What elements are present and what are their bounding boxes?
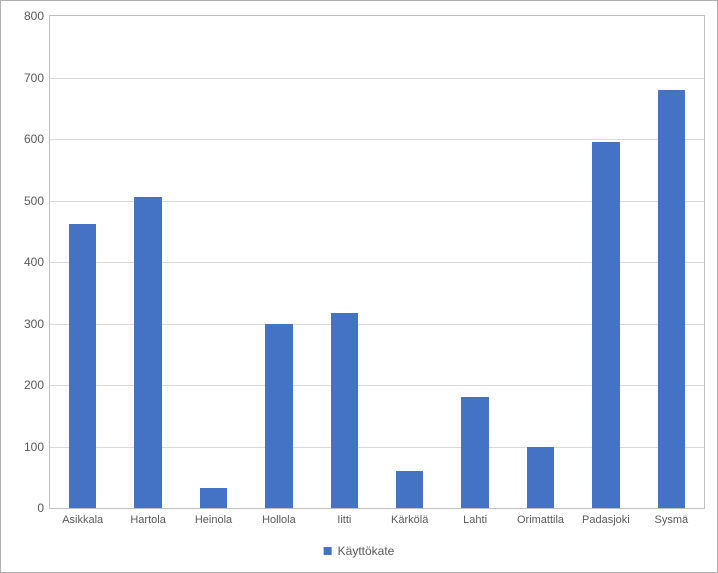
- ytick-label: 300: [24, 317, 50, 331]
- ytick-label: 0: [37, 501, 50, 515]
- bar: [69, 224, 96, 508]
- legend: Käyttökate: [324, 544, 395, 558]
- bar: [461, 397, 488, 508]
- ytick-label: 400: [24, 255, 50, 269]
- bar: [265, 324, 292, 509]
- bar: [200, 488, 227, 508]
- legend-swatch: [324, 547, 332, 555]
- ytick-label: 100: [24, 440, 50, 454]
- legend-label: Käyttökate: [338, 544, 395, 558]
- bar: [592, 142, 619, 508]
- xtick-label: Iitti: [337, 508, 351, 526]
- ytick-label: 200: [24, 378, 50, 392]
- bar: [658, 90, 685, 508]
- bar: [396, 471, 423, 509]
- gridline: [50, 139, 704, 140]
- ytick-label: 600: [24, 132, 50, 146]
- ytick-label: 800: [24, 9, 50, 23]
- xtick-label: Sysmä: [654, 508, 688, 526]
- ytick-label: 700: [24, 71, 50, 85]
- ytick-label: 500: [24, 194, 50, 208]
- bar: [134, 197, 161, 508]
- xtick-label: Hartola: [130, 508, 165, 526]
- xtick-label: Asikkala: [62, 508, 103, 526]
- xtick-label: Hollola: [262, 508, 296, 526]
- xtick-label: Heinola: [195, 508, 232, 526]
- bar: [527, 447, 554, 509]
- xtick-label: Orimattila: [517, 508, 564, 526]
- bar: [331, 313, 358, 508]
- xtick-label: Lahti: [463, 508, 487, 526]
- xtick-label: Padasjoki: [582, 508, 630, 526]
- xtick-label: Kärkölä: [391, 508, 428, 526]
- plot-area: 0100200300400500600700800AsikkalaHartola…: [49, 15, 705, 509]
- chart-frame: 0 100 200 300 400 500 600 700 800 Asikkala Hartola…: [0, 0, 718, 573]
- gridline: [50, 78, 704, 79]
